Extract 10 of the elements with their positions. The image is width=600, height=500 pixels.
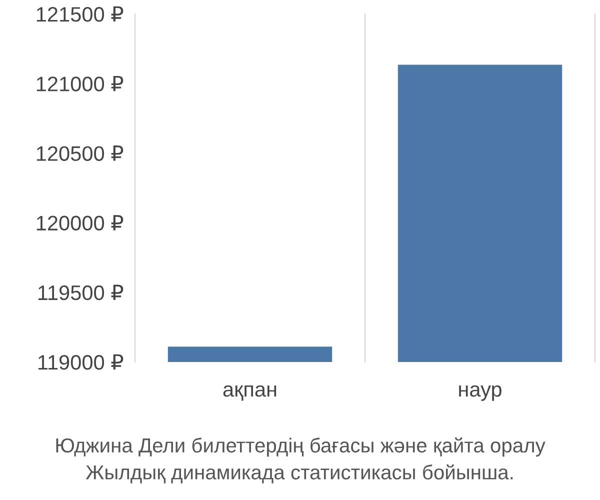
- y-tick-label: 121000 ₽: [36, 76, 124, 92]
- text: Юджина Дели билеттердің бағасы және қайта оралу: [56, 437, 546, 457]
- y-tick-label: 120000 ₽: [36, 215, 124, 231]
- x-tick-label: наур: [459, 385, 502, 401]
- y-tick-label: 120500 ₽: [36, 146, 124, 161]
- x-tick-label: ақпан: [223, 385, 276, 401]
- y-tick-label: 119500 ₽: [38, 284, 124, 300]
- text: Жылдық динамикада статистикасы бойынша.: [86, 464, 513, 484]
- y-tick-label: 121500 ₽: [36, 6, 124, 22]
- y-tick-label: 119000 ₽: [38, 354, 124, 370]
